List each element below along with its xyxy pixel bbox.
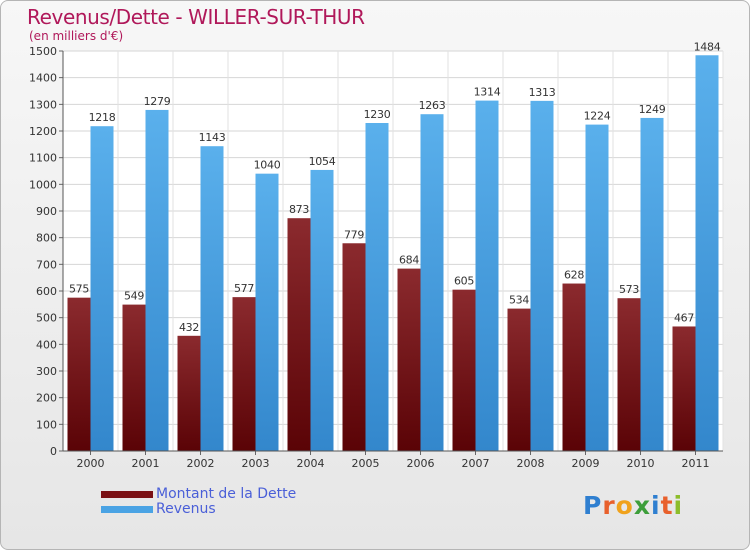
bar-debt-2002 bbox=[177, 335, 201, 451]
logo-letter: r bbox=[602, 491, 616, 520]
x-tick-label-2002: 2002 bbox=[187, 457, 215, 470]
logo-letter: t bbox=[660, 491, 674, 520]
bar-revenue-2000 bbox=[90, 126, 114, 451]
bar-revenue-2008 bbox=[530, 100, 554, 451]
data-label-revenue-2003: 1040 bbox=[254, 159, 281, 172]
bar-revenue-2003 bbox=[255, 173, 279, 451]
x-tick-label-2004: 2004 bbox=[297, 457, 325, 470]
x-tick-label-2009: 2009 bbox=[572, 457, 600, 470]
logo-letter: x bbox=[633, 491, 651, 520]
x-tick-label-2010: 2010 bbox=[627, 457, 655, 470]
y-tick-label: 900 bbox=[36, 205, 57, 218]
bar-debt-2009 bbox=[562, 283, 586, 451]
bar-debt-2005 bbox=[342, 243, 366, 451]
x-tick-label-2001: 2001 bbox=[132, 457, 160, 470]
y-tick-label: 600 bbox=[36, 285, 57, 298]
legend-swatch-revenue bbox=[101, 506, 153, 513]
bar-revenue-2009 bbox=[585, 124, 609, 451]
data-label-debt-2002: 432 bbox=[179, 321, 199, 334]
bar-revenue-2006 bbox=[420, 114, 444, 451]
bar-debt-2003 bbox=[232, 297, 256, 451]
data-label-revenue-2007: 1314 bbox=[474, 86, 501, 99]
x-tick-label-2008: 2008 bbox=[517, 457, 545, 470]
bar-debt-2001 bbox=[122, 304, 146, 451]
data-label-revenue-2004: 1054 bbox=[309, 155, 336, 168]
logo-letter: P bbox=[583, 491, 603, 520]
bar-revenue-2001 bbox=[145, 109, 169, 451]
logo-letter: o bbox=[615, 491, 634, 520]
bar-revenue-2004 bbox=[310, 169, 334, 451]
data-label-debt-2011: 467 bbox=[674, 311, 694, 324]
data-label-debt-2007: 605 bbox=[454, 275, 474, 288]
bar-debt-2011 bbox=[672, 326, 696, 451]
data-label-debt-2003: 577 bbox=[234, 282, 254, 295]
chart-title: Revenus/Dette - WILLER-SUR-THUR bbox=[27, 5, 365, 29]
x-tick-label-2005: 2005 bbox=[352, 457, 380, 470]
data-label-debt-2005: 779 bbox=[344, 228, 364, 241]
data-label-revenue-2005: 1230 bbox=[364, 108, 391, 121]
axis-layer: 0 100 200 300 400 500 600 700 800 900 1000 1100 1200… bbox=[29, 45, 723, 470]
grid-layer bbox=[62, 50, 724, 452]
y-tick-label: 200 bbox=[36, 392, 57, 405]
y-tick-label: 700 bbox=[36, 258, 57, 271]
y-tick-label: 1200 bbox=[29, 125, 57, 138]
data-label-debt-2008: 534 bbox=[509, 294, 529, 307]
data-label-revenue-2009: 1224 bbox=[584, 110, 611, 123]
bar-revenue-2010 bbox=[640, 117, 664, 451]
bar-revenue-2007 bbox=[475, 100, 499, 451]
x-tick-label-2000: 2000 bbox=[77, 457, 105, 470]
logo-letter: i bbox=[673, 491, 684, 520]
data-label-revenue-2010: 1249 bbox=[639, 103, 666, 116]
bar-debt-2004 bbox=[287, 218, 311, 451]
data-label-revenue-2006: 1263 bbox=[419, 99, 446, 112]
bar-revenue-2002 bbox=[200, 146, 224, 451]
data-label-revenue-2002: 1143 bbox=[199, 131, 226, 144]
data-label-debt-2000: 575 bbox=[69, 283, 89, 296]
bar-debt-2008 bbox=[507, 308, 531, 451]
data-label-revenue-2001: 1279 bbox=[144, 95, 171, 108]
y-tick-label: 1300 bbox=[29, 98, 57, 111]
legend-label-revenue: Revenus bbox=[156, 501, 216, 517]
data-label-revenue-2008: 1313 bbox=[529, 86, 556, 99]
y-tick-label: 1500 bbox=[29, 45, 57, 58]
y-tick-label: 1100 bbox=[29, 152, 57, 165]
y-tick-label: 400 bbox=[36, 338, 57, 351]
proxiti-logo: Proxiti bbox=[583, 491, 683, 520]
bars-layer bbox=[67, 55, 719, 452]
bar-debt-2007 bbox=[452, 289, 476, 451]
bar-revenue-2011 bbox=[695, 55, 719, 452]
bar-debt-2000 bbox=[67, 297, 91, 451]
data-label-revenue-2000: 1218 bbox=[89, 111, 116, 124]
legend-label-debt: Montant de la Dette bbox=[156, 486, 297, 502]
data-label-debt-2010: 573 bbox=[619, 283, 639, 296]
bar-revenue-2005 bbox=[365, 123, 389, 451]
x-tick-label-2007: 2007 bbox=[462, 457, 490, 470]
logo-letter: i bbox=[651, 491, 661, 520]
labels-layer: 575 1218 549 1279 432 1143 577 1040 873 1054 779 12… bbox=[69, 40, 721, 334]
data-label-debt-2009: 628 bbox=[564, 269, 584, 282]
x-tick-label-2011: 2011 bbox=[682, 457, 710, 470]
y-tick-label: 1400 bbox=[29, 72, 57, 85]
data-label-revenue-2011: 1484 bbox=[694, 40, 721, 53]
y-tick-label: 500 bbox=[36, 312, 57, 325]
bar-debt-2010 bbox=[617, 298, 641, 451]
y-tick-label: 300 bbox=[36, 365, 57, 378]
y-tick-label: 1000 bbox=[29, 178, 57, 191]
x-tick-label-2006: 2006 bbox=[407, 457, 435, 470]
y-tick-label: 100 bbox=[36, 418, 57, 431]
data-label-debt-2001: 549 bbox=[124, 290, 144, 303]
legend-swatch-debt bbox=[101, 491, 153, 498]
chart-subtitle: (en milliers d'€) bbox=[29, 29, 124, 43]
data-label-debt-2006: 684 bbox=[399, 254, 419, 267]
y-tick-label: 800 bbox=[36, 232, 57, 245]
y-tick-label: 0 bbox=[50, 445, 57, 458]
bar-debt-2006 bbox=[397, 268, 421, 451]
data-label-debt-2004: 873 bbox=[289, 203, 309, 216]
x-tick-label-2003: 2003 bbox=[242, 457, 270, 470]
